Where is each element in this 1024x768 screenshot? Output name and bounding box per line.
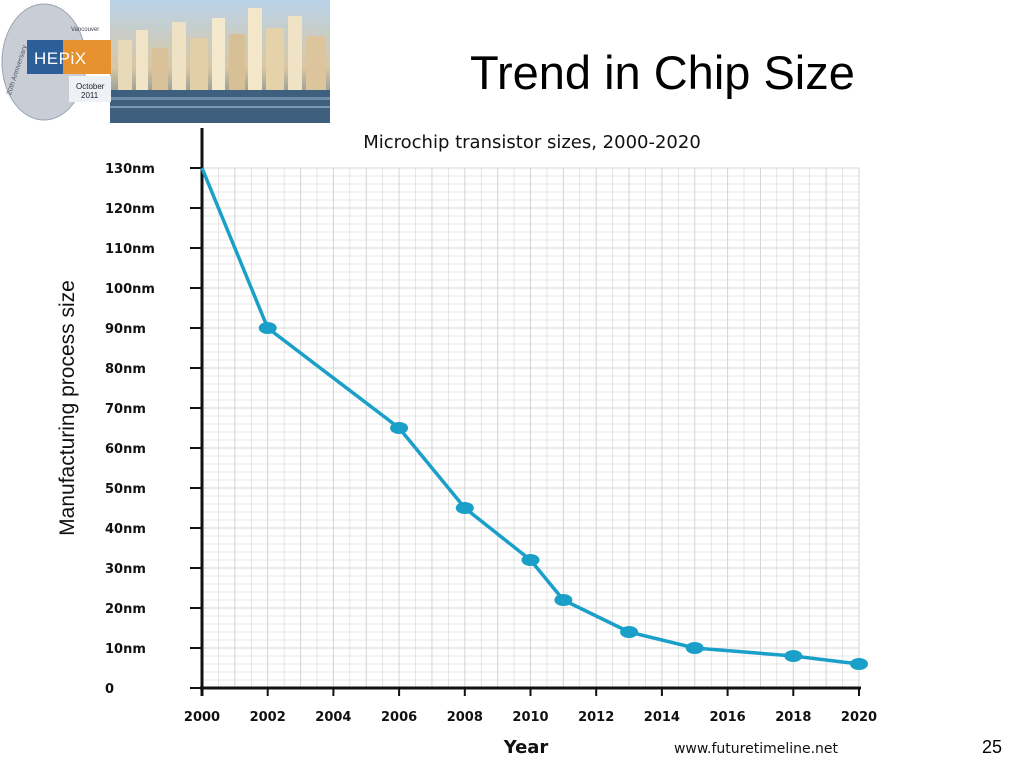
- x-tick-label: 2016: [710, 710, 746, 725]
- x-tick-label: 2002: [250, 710, 286, 725]
- chart-series: [200, 167, 868, 670]
- y-tick-label: 130nm: [105, 162, 155, 177]
- data-point: [620, 626, 639, 638]
- x-tick-label: 2010: [512, 710, 548, 725]
- x-tick-label: 2012: [578, 710, 614, 725]
- x-tick-label: 2004: [315, 710, 351, 725]
- y-tick-label: 120nm: [105, 202, 155, 217]
- logo-year: 2011: [81, 91, 99, 100]
- x-tick-label: 2006: [381, 710, 417, 725]
- data-point: [685, 642, 704, 654]
- y-tick-label: 0: [105, 682, 114, 697]
- source-credit: www.futuretimeline.net: [674, 741, 839, 757]
- logo-month: October: [76, 82, 105, 91]
- x-axis-label: Year: [503, 737, 549, 758]
- data-point: [455, 502, 474, 514]
- chart-title: Microchip transistor sizes, 2000-2020: [363, 132, 701, 153]
- data-point: [521, 554, 540, 566]
- chart-ticks: 0 10nm 20nm 30nm 40nm 50nm 60nm 70nm 80nm 90nm 100…: [105, 162, 877, 725]
- y-tick-label: 50nm: [105, 482, 146, 497]
- y-tick-label: 100nm: [105, 282, 155, 297]
- y-tick-label: 90nm: [105, 322, 146, 337]
- page-number: 25: [982, 737, 1003, 757]
- logo-name: HEPiX: [34, 49, 87, 68]
- hepix-logo: HEPiX Vancouver October 2011 20th Annive…: [0, 0, 330, 123]
- y-tick-label: 40nm: [105, 522, 146, 537]
- y-tick-label: 70nm: [105, 402, 146, 417]
- y-tick-label: 10nm: [105, 642, 146, 657]
- y-axis-label: Manufacturing process size: [56, 280, 79, 536]
- x-tick-label: 2000: [184, 710, 220, 725]
- series-line: [200, 167, 860, 666]
- logo-graphic: [0, 0, 330, 123]
- y-tick-label: 30nm: [105, 562, 146, 577]
- data-point: [784, 650, 803, 662]
- x-tick-label: 2014: [644, 710, 680, 725]
- x-tick-label: 2020: [841, 710, 877, 725]
- data-point: [554, 594, 573, 606]
- chart-grid: [201, 167, 860, 689]
- logo-city: Vancouver: [71, 27, 100, 33]
- y-tick-label: 60nm: [105, 442, 146, 457]
- x-tick-label: 2008: [447, 710, 483, 725]
- x-tick-label: 2018: [775, 710, 811, 725]
- data-point: [258, 322, 277, 334]
- slide-title: Trend in Chip Size: [470, 46, 855, 99]
- data-point: [850, 658, 868, 670]
- y-tick-label: 20nm: [105, 602, 146, 617]
- data-point: [390, 422, 409, 434]
- y-tick-label: 110nm: [105, 242, 155, 257]
- y-tick-label: 80nm: [105, 362, 146, 377]
